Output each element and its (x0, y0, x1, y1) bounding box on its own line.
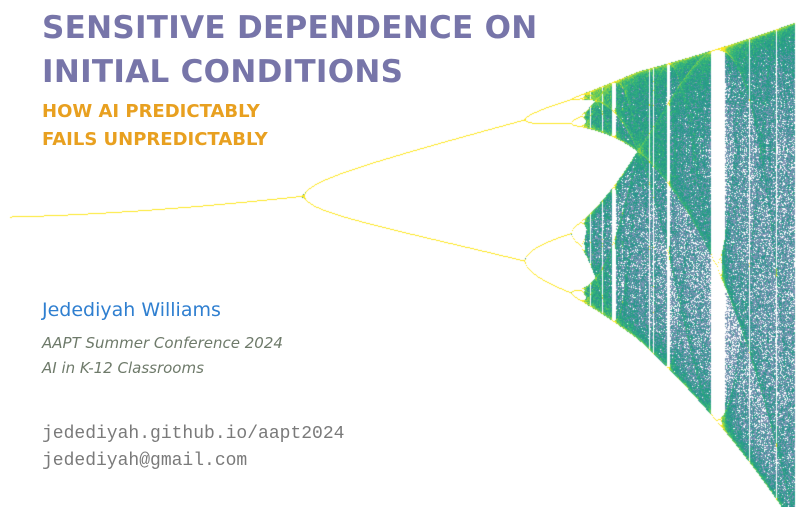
contact-info: jedediyah.github.io/aapt2024 jedediyah@g… (42, 421, 344, 475)
session-name: AI in K-12 Classrooms (42, 359, 204, 377)
subtitle-line-1: HOW AI PREDICTABLY (42, 101, 260, 122)
slide-subtitle: HOW AI PREDICTABLY FAILS UNPREDICTABLY (42, 98, 268, 154)
subtitle-line-2: FAILS UNPREDICTABLY (42, 129, 268, 150)
author-name: Jedediyah Williams (42, 299, 221, 321)
slide-title: SENSITIVE DEPENDENCE ON INITIAL CONDITIO… (42, 6, 537, 94)
title-line-2: INITIAL CONDITIONS (42, 54, 404, 90)
title-line-1: SENSITIVE DEPENDENCE ON (42, 10, 538, 46)
conference-info: AAPT Summer Conference 2024 AI in K-12 C… (42, 331, 283, 381)
website-link[interactable]: jedediyah.github.io/aapt2024 (42, 424, 345, 444)
conference-name: AAPT Summer Conference 2024 (42, 334, 283, 352)
email-address[interactable]: jedediyah@gmail.com (42, 451, 248, 471)
